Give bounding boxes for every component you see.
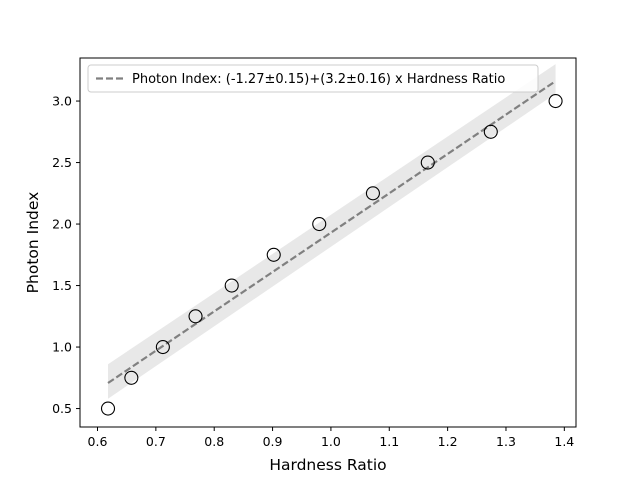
y-tick-label: 3.0 [52,94,72,109]
x-tick-label: 0.8 [204,434,224,449]
legend-label: Photon Index: (-1.27±0.15)+(3.2±0.16) x … [132,72,505,87]
x-tick-label: 1.2 [438,434,458,449]
data-points-layer [100,94,563,416]
x-tick-label: 1.4 [554,434,574,449]
legend: Photon Index: (-1.27±0.15)+(3.2±0.16) x … [87,64,539,93]
x-tick-label: 0.7 [146,434,166,449]
x-tick-label: 0.9 [263,434,283,449]
y-axis-ticks: 0.5 1.0 1.5 2.0 2.5 3.0 [52,94,80,416]
x-axis-ticks: 0.6 0.7 0.8 0.9 1.0 1.1 1.2 1.3 1.4 [88,427,574,449]
y-tick-label: 2.5 [52,155,72,170]
data-point [224,278,239,293]
plot-frame [79,57,577,428]
data-point [483,124,498,139]
data-point [155,339,170,355]
y-tick-label: 1.5 [52,278,72,293]
data-point [365,186,380,201]
x-tick-label: 0.6 [88,434,108,449]
legend-box [87,64,539,93]
data-point [266,247,281,262]
data-point [312,217,327,232]
y-tick-label: 2.0 [52,217,72,232]
data-point [420,155,435,170]
data-point [100,401,116,416]
data-point [548,94,563,109]
data-point [124,370,139,385]
y-axis-title: Photon Index [24,192,42,294]
y-tick-label: 1.0 [52,340,72,355]
y-tick-label: 0.5 [52,401,72,416]
x-tick-label: 1.0 [321,434,341,449]
x-tick-label: 1.1 [379,434,399,449]
x-tick-label: 1.3 [496,434,516,449]
x-axis-title: Hardness Ratio [269,456,386,474]
data-point [188,309,203,324]
